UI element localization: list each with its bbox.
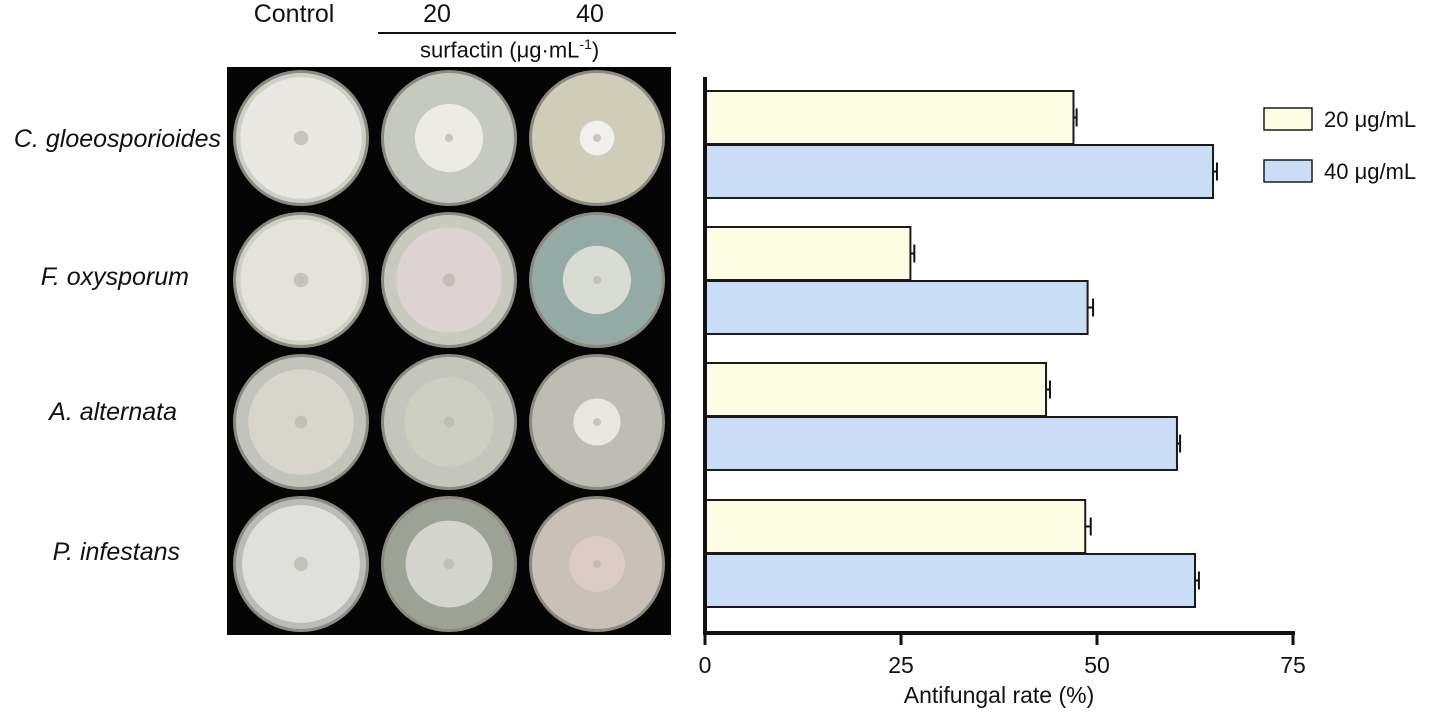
bar-20-g-ml-p-infestans: [704, 499, 1087, 554]
row-label-f-oxysporum: F. oxysporum: [40, 263, 189, 291]
legend-swatch-20-g-ml: [1263, 107, 1313, 131]
x-axis-title: Antifungal rate (%): [904, 682, 1094, 708]
bar-40-g-ml-c-gloeosporioides: [704, 144, 1215, 199]
column-header-control: Control: [253, 0, 335, 28]
legend-swatch-40-g-ml: [1263, 159, 1313, 183]
plate-f-oxysporum-40-inoculum: [592, 275, 602, 285]
unit-suffix: ): [591, 37, 600, 63]
plate-p-infestans-control-inoculum: [293, 556, 309, 572]
plate-c-gloeosporioides-20-inoculum: [444, 133, 454, 143]
bar-40-g-ml-p-infestans: [704, 553, 1196, 608]
bar-20-g-ml-f-oxysporum: [704, 226, 912, 281]
culture-plate-photo-grid: [227, 67, 671, 635]
x-tick-label-50: 50: [1084, 652, 1110, 678]
row-label-a-alternata: A. alternata: [49, 398, 177, 426]
plate-c-gloeosporioides-control-inoculum: [293, 130, 309, 146]
x-tick-label-0: 0: [699, 652, 712, 678]
unit-exponent: -1: [579, 36, 592, 52]
plate-f-oxysporum-20-inoculum: [442, 273, 456, 287]
column-header-20: 20: [423, 0, 451, 28]
legend-label-40-g-ml: 40 μg/mL: [1324, 159, 1416, 184]
legend-label-20-g-ml: 20 μg/mL: [1324, 107, 1416, 132]
bar-20-g-ml-a-alternata: [704, 362, 1048, 417]
treatment-label: surfactin: [420, 37, 504, 63]
plate-f-oxysporum-control-inoculum: [293, 272, 309, 288]
plate-a-alternata-control-inoculum: [294, 415, 308, 429]
plate-c-gloeosporioides-40-inoculum: [593, 134, 601, 142]
plate-a-alternata-20-inoculum: [443, 416, 455, 428]
bars-layer: [704, 90, 1218, 608]
column-header-40: 40: [576, 0, 604, 28]
plate-p-infestans-20-inoculum: [443, 558, 455, 570]
legend: 20 μg/mL 40 μg/mL: [1263, 107, 1416, 184]
row-label-c-gloeosporioides: C. gloeosporioides: [13, 125, 221, 153]
surfactin-dose-caption: surfactin (μg·mL-1): [420, 36, 599, 63]
bar-40-g-ml-a-alternata: [704, 416, 1178, 471]
unit-prefix: (μg·mL: [509, 37, 580, 63]
surfactin-bracket-line: [378, 32, 676, 34]
plate-a-alternata-40-inoculum: [593, 418, 601, 426]
x-tick-label-25: 25: [888, 652, 914, 678]
bar-40-g-ml-f-oxysporum: [704, 280, 1089, 335]
culture-plate-svg: [233, 70, 665, 632]
row-label-p-infestans: P. infestans: [52, 538, 180, 566]
plate-p-infestans-40-inoculum: [593, 560, 601, 568]
x-tick-label-75: 75: [1280, 652, 1306, 678]
axes-layer: 0 25 50 75 Antifungal rate (%): [699, 77, 1306, 708]
bar-20-g-ml-c-gloeosporioides: [704, 90, 1075, 145]
